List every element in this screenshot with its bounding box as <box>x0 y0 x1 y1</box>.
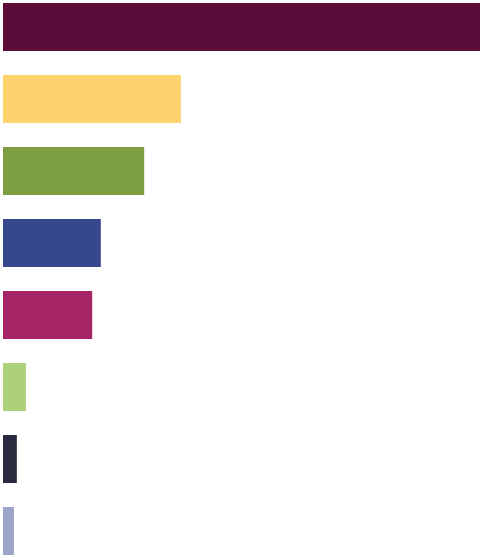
bar <box>3 219 101 267</box>
bar <box>3 3 480 51</box>
bar <box>3 147 145 195</box>
bar <box>3 75 181 123</box>
bar <box>3 435 17 483</box>
bar <box>3 507 14 555</box>
bar <box>3 291 93 339</box>
bar <box>3 363 26 411</box>
